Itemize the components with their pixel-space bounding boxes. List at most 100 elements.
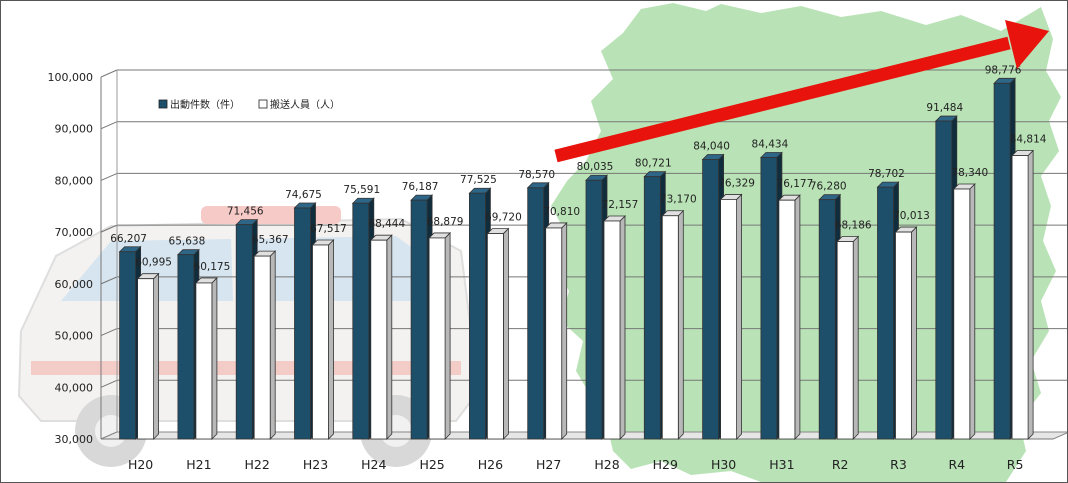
bar-front: [720, 199, 737, 440]
x-tick-label: H20: [128, 457, 153, 472]
x-tick-label: H30: [711, 457, 736, 472]
grid-diag: [100, 276, 118, 285]
bar-front: [428, 237, 446, 440]
x-tick-label: H24: [361, 457, 386, 472]
data-label-transport: 73,170: [660, 194, 697, 206]
bar-transport: [136, 272, 160, 440]
bar-side: [736, 193, 742, 440]
bar-transport: [194, 276, 218, 440]
data-label-transport: 68,186: [835, 220, 872, 232]
data-label-dispatch: 71,456: [227, 206, 264, 218]
data-label-transport: 67,517: [310, 223, 347, 235]
data-label-dispatch: 66,207: [110, 233, 147, 245]
bar-side: [677, 209, 684, 440]
data-label-dispatch: 74,675: [285, 189, 322, 201]
y-tick-label: 100,000: [48, 71, 94, 84]
bar-front: [312, 244, 329, 440]
x-tick-label: R2: [832, 457, 849, 472]
x-tick-label: H31: [769, 457, 794, 472]
bar-front: [953, 188, 971, 440]
bar-front: [235, 224, 253, 440]
bar-front: [545, 227, 563, 440]
legend-label-transport: 搬送人員（人）: [270, 98, 340, 111]
trend-arrow-head: [1005, 20, 1049, 69]
data-label-transport: 84,814: [1010, 134, 1047, 146]
bar-front: [760, 157, 778, 440]
bar-transport: [661, 209, 685, 440]
y-tick-label: 50,000: [55, 330, 94, 343]
bar-side: [794, 194, 801, 440]
bar-transport: [369, 234, 393, 440]
data-label-dispatch: 91,484: [926, 102, 963, 114]
bar-side: [444, 231, 451, 440]
bar-front: [137, 278, 155, 440]
bar-transport: [777, 194, 801, 440]
data-label-dispatch: 98,776: [985, 64, 1022, 76]
bar-side: [269, 250, 276, 440]
bar-front: [370, 239, 388, 440]
x-tick-label: R4: [948, 457, 965, 472]
bar-front: [836, 241, 854, 440]
data-label-transport: 70,810: [543, 206, 580, 218]
grid-diag: [100, 224, 118, 233]
bar-front: [895, 231, 912, 440]
legend-swatch-transport: [258, 99, 268, 109]
x-tick-label: R3: [890, 457, 907, 472]
x-tick-label: H29: [653, 457, 678, 472]
data-label-transport: 60,175: [194, 261, 231, 273]
data-label-dispatch: 80,035: [577, 161, 614, 173]
bar-transport: [253, 250, 277, 440]
bar-side: [153, 272, 160, 440]
bar-front: [818, 199, 836, 440]
bar-front: [352, 202, 370, 440]
bar-side: [328, 239, 334, 440]
trend-arrow: [554, 20, 1049, 163]
bar-side: [211, 276, 218, 440]
grid-diag: [100, 172, 118, 181]
bar-transport: [1011, 149, 1035, 440]
x-tick-label: H21: [186, 457, 211, 472]
trend-arrow-shaft: [554, 36, 1011, 163]
bar-transport: [428, 231, 452, 440]
data-label-dispatch: 76,280: [810, 181, 847, 193]
bar-transport: [952, 183, 976, 440]
bar-front: [702, 159, 719, 440]
x-tick-label: H22: [245, 457, 270, 472]
bar-front: [1011, 155, 1029, 440]
bar-side: [1027, 149, 1034, 440]
legend: 出動件数（件） 搬送人員（人）: [158, 98, 340, 111]
bar-transport: [894, 226, 918, 440]
y-tick-label: 60,000: [55, 278, 94, 291]
bar-transport: [486, 227, 510, 440]
x-tick-label: H25: [419, 457, 444, 472]
bar-transport: [603, 215, 626, 440]
bar-front: [877, 186, 894, 440]
bar-side: [386, 234, 393, 440]
legend-swatch-dispatch: [158, 99, 168, 109]
bar-front: [993, 82, 1011, 440]
bar-front: [195, 282, 213, 440]
grid-diag: [100, 121, 118, 130]
bar-front: [935, 120, 953, 440]
x-tick-label: H28: [594, 457, 619, 472]
bar-front: [177, 254, 195, 440]
data-label-transport: 68,444: [368, 218, 405, 230]
bars: [118, 77, 1035, 440]
bar-front: [486, 233, 504, 440]
bar-front: [527, 187, 545, 440]
bar-transport: [544, 221, 568, 440]
data-labels: 66,207 60,995 65,638 60,175 71,456 65,367 74,6…: [110, 64, 1047, 273]
bar-side: [561, 221, 568, 440]
data-label-dispatch: 78,570: [518, 169, 555, 181]
data-label-dispatch: 76,187: [402, 181, 439, 193]
data-label-transport: 65,367: [252, 234, 289, 246]
bar-front: [585, 179, 603, 440]
data-label-dispatch: 77,525: [460, 174, 497, 186]
grid-diag: [100, 379, 118, 388]
data-label-transport: 78,340: [951, 167, 988, 179]
bar-dispatch: [934, 115, 958, 440]
bar-side: [502, 227, 509, 440]
y-tick-label: 90,000: [55, 123, 94, 136]
